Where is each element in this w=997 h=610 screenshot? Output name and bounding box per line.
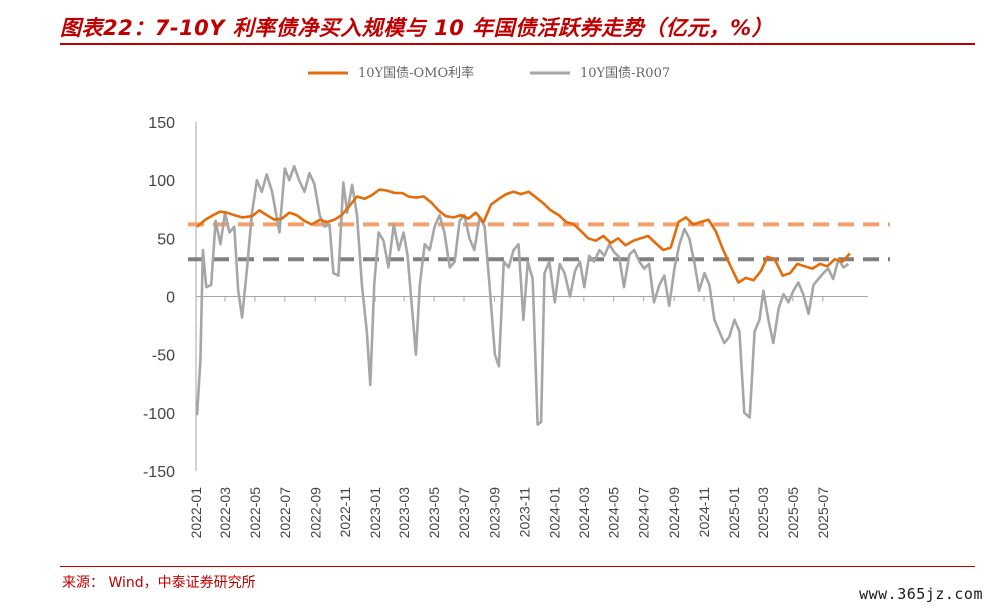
x-tick-label: 2022-09 — [307, 487, 323, 539]
y-tick-label: 100 — [148, 173, 175, 190]
x-tick-label: 2025-07 — [815, 487, 831, 539]
x-tick-label: 2022-01 — [188, 487, 204, 539]
x-tick-label: 2024-03 — [576, 487, 592, 539]
source-rule — [60, 566, 975, 567]
reference-lines — [188, 222, 890, 262]
x-tick-label: 2022-11 — [337, 487, 353, 538]
y-tick-label: 0 — [166, 290, 175, 307]
y-tick-label: -100 — [143, 406, 175, 423]
x-tick-label: 2022-03 — [217, 487, 233, 539]
x-tick-label: 2023-11 — [516, 487, 532, 538]
x-tick-label: 2022-05 — [247, 487, 263, 539]
x-tick-label: 2023-09 — [486, 487, 502, 539]
x-tick-label: 2023-05 — [426, 487, 442, 539]
x-tick-label: 2024-07 — [636, 487, 652, 539]
chart-legend: 10Y国债-OMO利率 10Y国债-R007 — [308, 65, 670, 81]
x-tick-label: 2023-01 — [367, 487, 383, 539]
source-note: 来源： Wind，中泰证券研究所 — [62, 575, 256, 591]
chart-axes: 150 100 50 0 -50 -100 -150 2022-01 2022-03 2022-0… — [143, 115, 868, 538]
x-tick-label: 2024-01 — [546, 487, 562, 539]
line-chart: 10Y国债-OMO利率 10Y国债-R007 150 100 50 0 -50 -100 -1… — [143, 65, 890, 538]
legend-label: 10Y国债-R007 — [580, 66, 670, 81]
x-tick-label: 2023-07 — [456, 487, 472, 539]
x-tick-label: 2025-03 — [755, 487, 771, 539]
x-tick-label: 2025-01 — [726, 487, 742, 539]
legend-label: 10Y国债-OMO利率 — [358, 65, 474, 81]
x-tick-label: 2024-05 — [606, 487, 622, 539]
x-tick-label: 2023-03 — [396, 487, 412, 539]
x-tick-label: 2024-09 — [666, 487, 682, 539]
x-tick-label: 2025-05 — [785, 487, 801, 539]
watermark: www.365jz.com — [859, 585, 983, 603]
series-line — [195, 164, 850, 426]
y-tick-label: -150 — [143, 464, 175, 481]
x-tick-label: 2024-11 — [696, 487, 712, 538]
x-tick-label: 2022-07 — [277, 487, 293, 539]
y-tick-label: -50 — [152, 348, 175, 365]
title-rule — [60, 43, 975, 45]
y-tick-label: 50 — [157, 231, 175, 248]
series-lines — [195, 164, 851, 426]
series-line — [196, 188, 851, 284]
y-tick-label: 150 — [148, 115, 175, 132]
figure-title: 图表22：7-10Y 利率债净买入规模与 10 年国债活跃券走势（亿元，%） — [60, 16, 774, 40]
